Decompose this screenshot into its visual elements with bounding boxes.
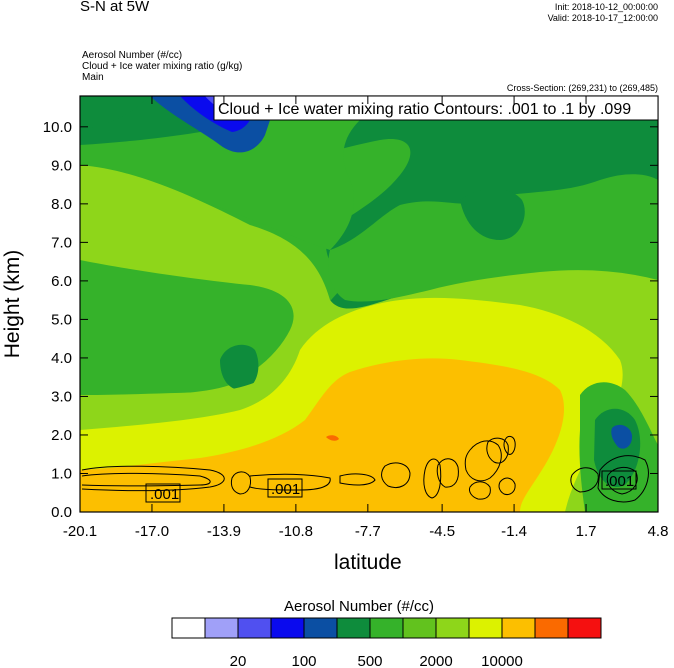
colorbar-swatch	[402, 617, 437, 639]
contour-line	[81, 465, 225, 492]
colorbar-swatch	[468, 617, 503, 639]
x-axis: -20.1 -17.0 -13.9 -10.8 -7.7 -4.5 -1.4 1.7 4.8	[63, 96, 669, 540]
y-tick-label: 1.0	[51, 465, 72, 482]
y-tick-label: 7.0	[51, 234, 72, 251]
y-tick-label: 9.0	[51, 157, 72, 174]
contour-line	[570, 467, 599, 493]
colorbar-swatch	[369, 617, 404, 639]
y-tick-label: 2.0	[51, 427, 72, 444]
plot-title: S-N at 5W	[80, 0, 150, 15]
contour-label-1: .001	[150, 486, 179, 503]
region-dark-green-spot	[220, 344, 259, 391]
x-tick-label: -13.9	[207, 523, 241, 540]
contour-line	[486, 437, 509, 464]
region-lightgreen-lower	[80, 370, 281, 425]
region-dark-green-pocket	[460, 188, 525, 240]
colorbar-swatch	[237, 617, 272, 639]
contour-label-box	[267, 478, 303, 498]
y-tick-label: 4.0	[51, 350, 72, 367]
y-tick-label: 6.0	[51, 273, 72, 290]
x-tick-label: -7.7	[355, 523, 381, 540]
x-tick-label: 1.7	[576, 523, 597, 540]
region-green-upper	[80, 112, 360, 250]
contour-line	[423, 458, 442, 499]
field-label-aerosol: Aerosol Number (#/cc)	[82, 50, 183, 61]
region-blue-right	[611, 424, 633, 449]
contour-label-3: .001	[605, 473, 634, 490]
y-tick-label: 8.0	[51, 196, 72, 213]
colorbar-label: 500	[357, 653, 382, 668]
colorbar-swatch	[435, 617, 470, 639]
contour-info-label: Cloud + Ice water mixing ratio Contours:…	[218, 101, 631, 118]
region-dark-green-right	[594, 408, 641, 488]
contour-line-labels: .001 .001 .001	[145, 470, 637, 503]
contour-line	[230, 471, 251, 495]
colorbar-label: 20	[230, 653, 247, 668]
colorbar-swatch	[534, 617, 569, 639]
colorbar: 20 100 500 2000 10000	[171, 617, 602, 668]
contour-line	[464, 440, 502, 482]
colorbar-label: 2000	[419, 653, 452, 668]
colorbar-swatch	[501, 617, 536, 639]
colorbar-swatch	[270, 617, 305, 639]
contour-label-box	[601, 470, 637, 490]
x-tick-label: -1.4	[501, 523, 527, 540]
y-tick-label: 0.0	[51, 504, 72, 521]
init-time: Init: 2018-10-12_00:00:00	[554, 2, 658, 12]
y-tick-label: 3.0	[51, 388, 72, 405]
region-darkgreen-topleft	[80, 96, 150, 130]
contour-line	[249, 473, 331, 491]
contour-line	[381, 462, 411, 488]
colorbar-swatch	[204, 617, 239, 639]
x-tick-label: -17.0	[135, 523, 169, 540]
region-red-spot	[326, 435, 339, 441]
contour-label-box	[145, 483, 181, 503]
x-tick-label: 4.8	[648, 523, 669, 540]
contour-info-box	[213, 95, 659, 121]
contour-line	[503, 435, 516, 455]
field-label-cloud-ice: Cloud + Ice water mixing ratio (g/kg)	[82, 61, 243, 72]
colorbar-swatch	[567, 617, 602, 639]
colorbar-label: 10000	[481, 653, 523, 668]
colorbar-label: 100	[291, 653, 316, 668]
contour-line	[597, 455, 649, 503]
contour-line	[469, 481, 491, 500]
valid-time: Valid: 2018-10-17_12:00:00	[547, 13, 658, 23]
heatmap-field	[80, 96, 658, 512]
y-tick-label: 5.0	[51, 311, 72, 328]
contour-line	[606, 467, 638, 495]
field-label-main: Main	[82, 72, 104, 83]
x-tick-label: -20.1	[63, 523, 97, 540]
contour-label-2: .001	[271, 481, 300, 498]
contour-line	[81, 472, 211, 487]
x-tick-label: -10.8	[279, 523, 313, 540]
region-orange	[80, 358, 565, 512]
colorbar-title: Aerosol Number (#/cc)	[284, 598, 435, 615]
y-tick-label: 10.0	[43, 119, 72, 136]
y-axis: 0.0 1.0 2.0 3.0 4.0 5.0 6.0 7.0 8.0 9.0 10.0	[43, 119, 658, 521]
cross-section-label: Cross-Section: (269,231) to (269,485)	[506, 83, 658, 93]
contour-line	[339, 473, 376, 486]
x-tick-label: -4.5	[429, 523, 455, 540]
y-axis-label: Height (km)	[1, 249, 24, 359]
colorbar-swatch	[171, 617, 206, 639]
contour-line	[436, 458, 459, 488]
contour-line	[498, 477, 516, 495]
colorbar-swatch	[336, 617, 371, 639]
x-axis-label: latitude	[334, 551, 402, 574]
colorbar-swatch	[303, 617, 338, 639]
contour-lines	[81, 435, 649, 503]
